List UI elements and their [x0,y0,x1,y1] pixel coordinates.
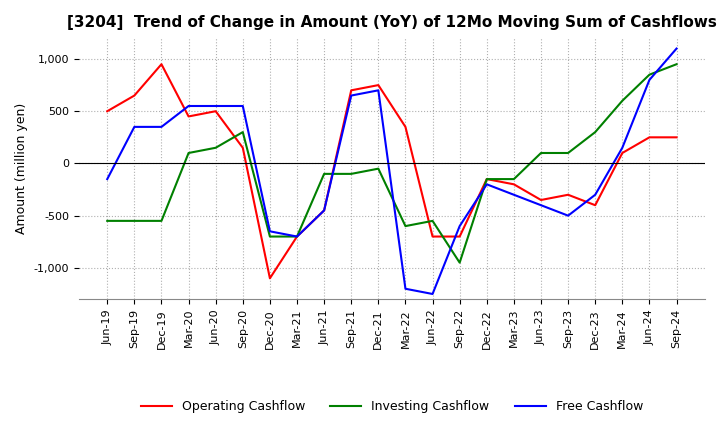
Investing Cashflow [536,150,545,156]
Free Cashflow [510,192,518,198]
Operating Cashflow [510,182,518,187]
Operating Cashflow [618,150,626,156]
Investing Cashflow [266,234,274,239]
Free Cashflow [672,46,681,51]
Free Cashflow [645,77,654,83]
Investing Cashflow [184,150,193,156]
Free Cashflow [401,286,410,291]
Free Cashflow [266,229,274,234]
Free Cashflow [320,208,328,213]
Free Cashflow [293,234,302,239]
Operating Cashflow [293,234,302,239]
Operating Cashflow [455,234,464,239]
Free Cashflow [564,213,572,218]
Operating Cashflow [157,62,166,67]
Operating Cashflow [645,135,654,140]
Free Cashflow [455,224,464,229]
Legend: Operating Cashflow, Investing Cashflow, Free Cashflow: Operating Cashflow, Investing Cashflow, … [135,395,648,418]
Operating Cashflow [320,208,328,213]
Line: Operating Cashflow: Operating Cashflow [107,64,677,279]
Free Cashflow [347,93,356,98]
Operating Cashflow [238,145,247,150]
Free Cashflow [482,182,491,187]
Investing Cashflow [672,62,681,67]
Investing Cashflow [401,224,410,229]
Operating Cashflow [401,124,410,129]
Operating Cashflow [103,109,112,114]
Free Cashflow [184,103,193,109]
Operating Cashflow [564,192,572,198]
Operating Cashflow [347,88,356,93]
Free Cashflow [212,103,220,109]
Line: Investing Cashflow: Investing Cashflow [107,64,677,263]
Investing Cashflow [618,98,626,103]
Investing Cashflow [293,234,302,239]
Operating Cashflow [482,176,491,182]
Free Cashflow [536,202,545,208]
Investing Cashflow [238,129,247,135]
Title: [3204]  Trend of Change in Amount (YoY) of 12Mo Moving Sum of Cashflows: [3204] Trend of Change in Amount (YoY) o… [67,15,717,30]
Investing Cashflow [645,72,654,77]
Operating Cashflow [184,114,193,119]
Operating Cashflow [266,276,274,281]
Operating Cashflow [212,109,220,114]
Investing Cashflow [374,166,382,171]
Operating Cashflow [591,202,600,208]
Free Cashflow [130,124,139,129]
Line: Free Cashflow: Free Cashflow [107,48,677,294]
Operating Cashflow [536,198,545,203]
Investing Cashflow [564,150,572,156]
Free Cashflow [238,103,247,109]
Free Cashflow [591,192,600,198]
Operating Cashflow [374,82,382,88]
Investing Cashflow [510,176,518,182]
Free Cashflow [428,291,437,297]
Investing Cashflow [482,176,491,182]
Investing Cashflow [455,260,464,265]
Investing Cashflow [212,145,220,150]
Investing Cashflow [130,218,139,224]
Free Cashflow [157,124,166,129]
Free Cashflow [103,176,112,182]
Operating Cashflow [130,93,139,98]
Investing Cashflow [591,129,600,135]
Investing Cashflow [320,171,328,176]
Operating Cashflow [428,234,437,239]
Free Cashflow [374,88,382,93]
Investing Cashflow [103,218,112,224]
Y-axis label: Amount (million yen): Amount (million yen) [15,103,28,234]
Investing Cashflow [157,218,166,224]
Operating Cashflow [672,135,681,140]
Investing Cashflow [428,218,437,224]
Free Cashflow [618,145,626,150]
Investing Cashflow [347,171,356,176]
